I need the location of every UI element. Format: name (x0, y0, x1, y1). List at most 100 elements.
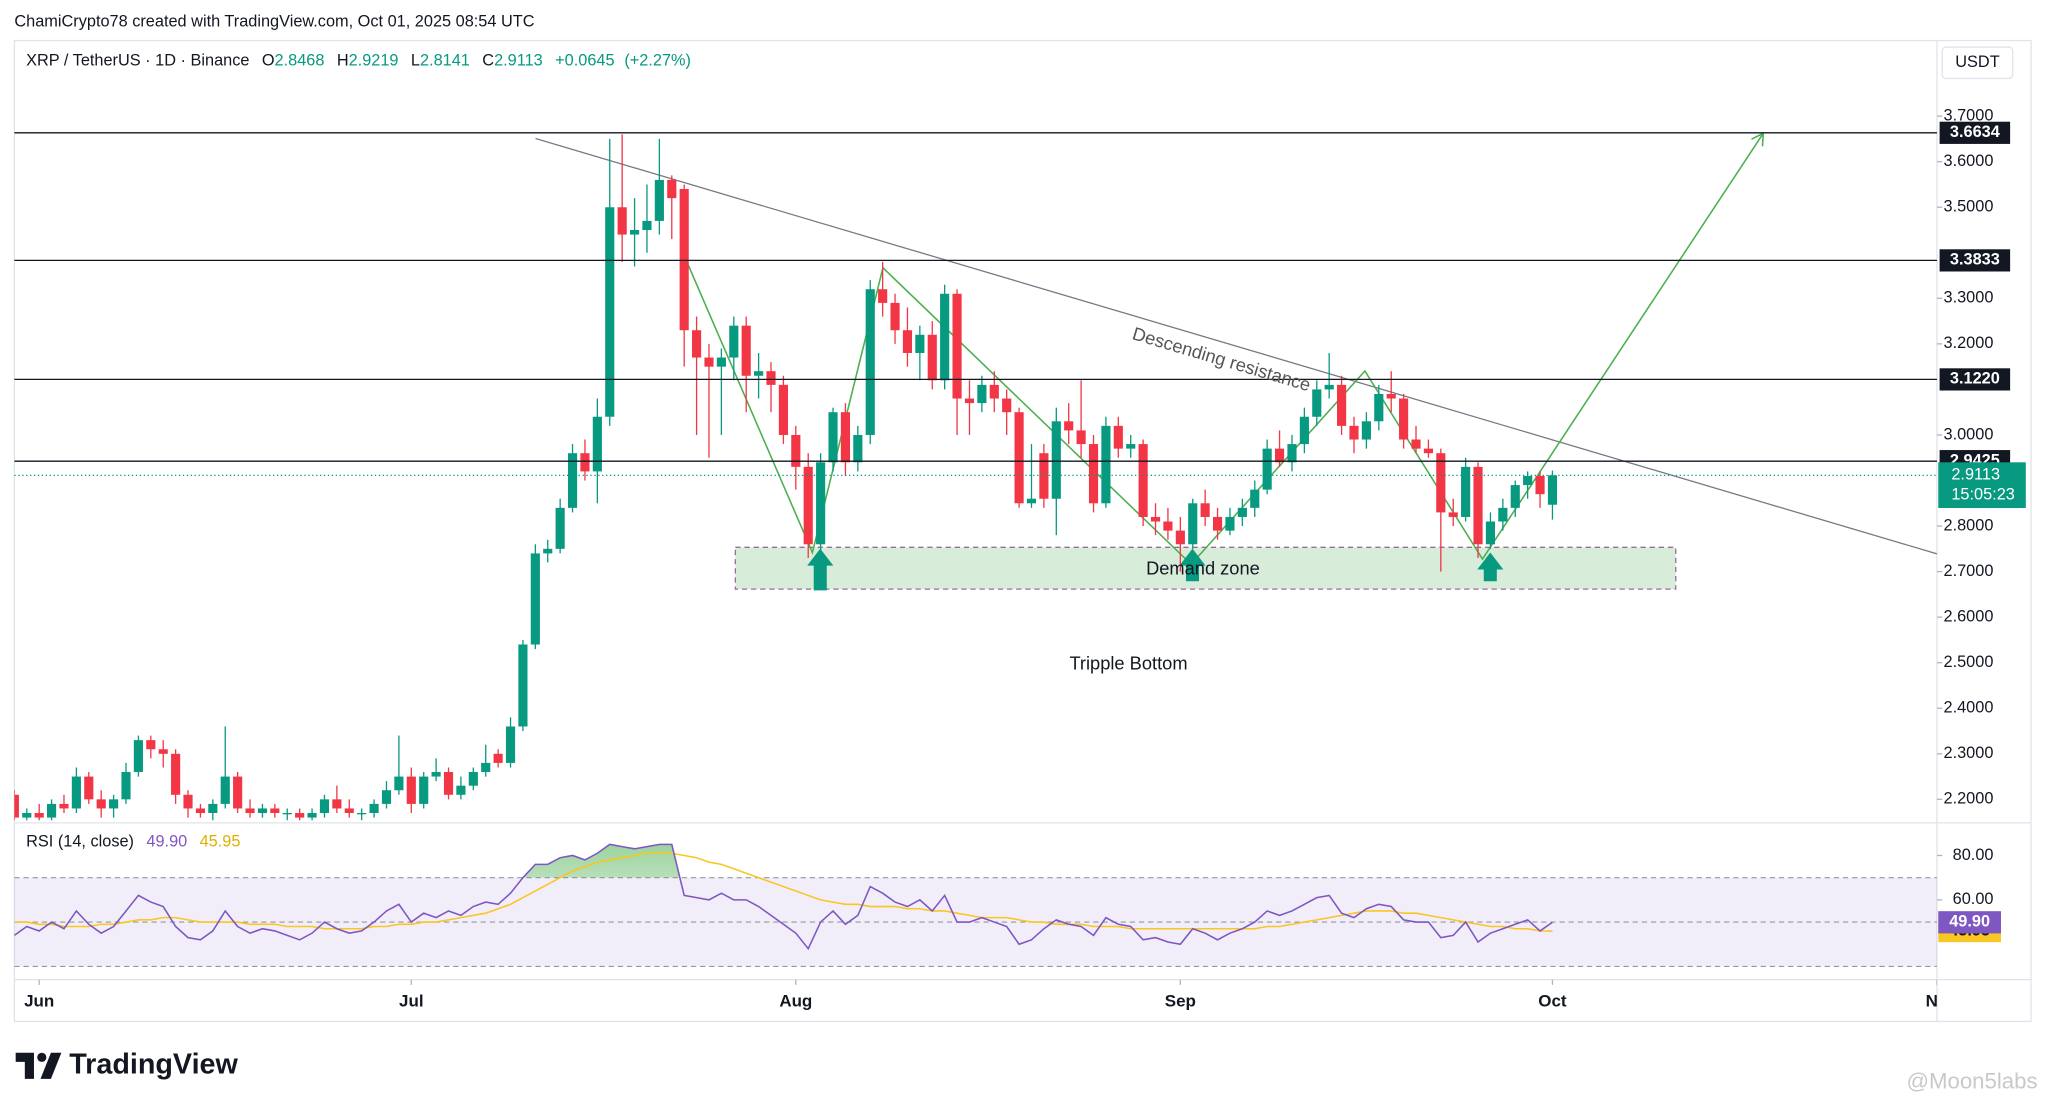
candle-body (208, 803, 218, 814)
candle-body (915, 334, 925, 353)
candle-body (567, 453, 578, 508)
watermark: @Moon5labs (1906, 1069, 2037, 1094)
y-tick-label: 2.3000 (1944, 744, 1994, 762)
candle-body (667, 179, 677, 199)
ohlc-value: 2.8468 (275, 52, 325, 70)
candle-body (344, 808, 354, 814)
candle-body (1026, 498, 1037, 504)
rsi-ma-value: 45.95 (200, 833, 241, 851)
candle-body (629, 230, 640, 235)
logo-mark (15, 1052, 34, 1079)
candle-body (133, 740, 143, 773)
candle-body (605, 207, 615, 417)
x-tick-label: Jun (24, 991, 54, 1010)
rsi-title: RSI (14, close) (26, 833, 134, 851)
logo: TradingView (15, 1048, 239, 1080)
candle-body (171, 753, 181, 795)
candle-body (1101, 425, 1111, 504)
ohlc-value: 2.8141 (420, 52, 470, 70)
candle-body (307, 813, 317, 818)
candle-body (1002, 398, 1012, 413)
candle-body (1039, 453, 1049, 499)
candle-body (319, 799, 330, 814)
unit[interactable]: USDT (1955, 53, 1999, 71)
x-tick-label: Sep (1165, 991, 1196, 1010)
candle-body (530, 553, 540, 645)
candle-body (1523, 475, 1533, 486)
last-value-label: 49.90 (1949, 913, 1990, 931)
change: +0.0645 (555, 52, 614, 70)
y-tick-label: 3.5000 (1944, 198, 1994, 216)
y-tick-label: 2.5000 (1944, 653, 1994, 671)
candle-body (1064, 421, 1074, 431)
candle-body (952, 293, 962, 399)
zone-label: Demand zone (1146, 557, 1260, 578)
candle-body (890, 302, 900, 331)
candle-body (1274, 448, 1285, 463)
candle-body (220, 776, 230, 804)
rsi-line (14, 852, 1553, 932)
candle-body (270, 808, 280, 814)
level-box (1939, 121, 2011, 144)
x-tick-label: Jul (399, 991, 424, 1010)
demand-zone (734, 546, 1677, 590)
candle-body (47, 803, 57, 818)
candle-body (927, 334, 937, 381)
candle-body (14, 794, 19, 818)
candle-body (580, 453, 590, 472)
ohlc-value: 2.9219 (349, 52, 399, 70)
candle-body (481, 762, 491, 773)
candle-body (1386, 393, 1396, 399)
candle-body (1473, 466, 1483, 545)
candle-body (1212, 516, 1223, 531)
candle-body (357, 813, 367, 815)
y-tick-label: 2.4000 (1944, 699, 1994, 717)
candle-body (456, 785, 466, 795)
candle-body (1299, 416, 1309, 445)
candle-body (1200, 503, 1210, 517)
rsi-value: 49.90 (146, 833, 187, 851)
candle-body (989, 384, 999, 399)
candle-body (902, 330, 913, 353)
y-tick-label: 3.0000 (1944, 425, 1994, 443)
candle-body (1188, 503, 1198, 545)
candle-body (84, 776, 94, 800)
logo-text: TradingView (69, 1048, 238, 1080)
frame (13, 39, 2032, 1023)
candle-body (257, 808, 268, 814)
candle-body (34, 813, 44, 818)
y-tick-label: 80.00 (1953, 846, 1994, 864)
unit-box[interactable] (1941, 46, 2014, 80)
candle-body (146, 740, 156, 750)
candle-body (692, 330, 702, 358)
logo-mark (37, 1052, 47, 1062)
level-label: 3.1220 (1950, 370, 2000, 388)
y-tick-label: 3.6000 (1944, 152, 1994, 170)
candle-body (1436, 453, 1446, 513)
candle-body (1051, 421, 1061, 499)
candle-body (1399, 398, 1409, 440)
candle-body (1262, 448, 1272, 490)
level-box (1939, 368, 2011, 391)
candle-body (716, 357, 726, 367)
candle-body (1547, 475, 1558, 505)
candle-body (158, 749, 168, 754)
candle-body (1349, 425, 1359, 440)
time-axis: Jun Jul Aug Sep Oct No (24, 979, 1937, 1010)
y-tick-label: 60.00 (1953, 890, 1994, 908)
y-tick-label: 2.2000 (1944, 790, 1994, 808)
candle-body (840, 412, 851, 463)
candle-body (1014, 412, 1024, 504)
candle-body (295, 813, 305, 818)
candle-body (816, 462, 826, 545)
level-box (1939, 249, 2011, 272)
rsi-line (14, 843, 1553, 951)
pattern-label: Tripple Bottom (1069, 653, 1187, 674)
candle-body (282, 813, 292, 815)
candle-body (1126, 444, 1136, 449)
candle-body (505, 726, 516, 763)
candle-body (1113, 425, 1123, 449)
candle-body (964, 398, 975, 404)
